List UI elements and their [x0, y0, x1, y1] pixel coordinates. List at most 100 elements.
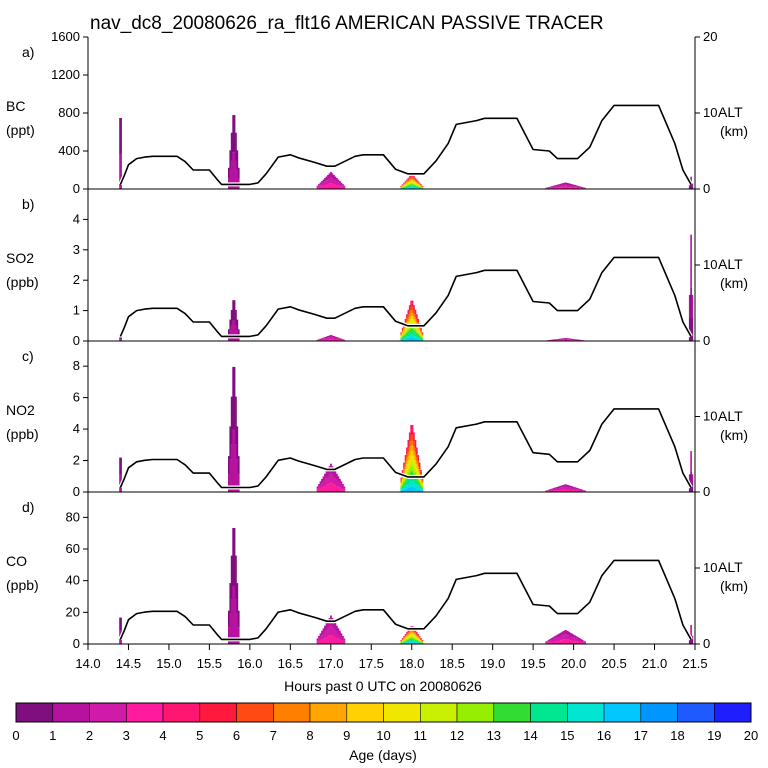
concentration-bar [406, 328, 408, 331]
concentration-bar [417, 183, 420, 185]
concentration-bar [325, 339, 328, 341]
concentration-bar [331, 337, 334, 340]
concentration-bar [334, 338, 337, 340]
concentration-bar [407, 312, 410, 315]
concentration-bar [413, 630, 415, 632]
concentration-bar [418, 183, 421, 184]
concentration-bar [555, 488, 558, 491]
concentration-bar [410, 638, 412, 640]
concentration-bar [564, 639, 566, 644]
concentration-bar [418, 334, 421, 336]
concentration-bar [325, 176, 328, 181]
concentration-bar [333, 636, 335, 644]
concentration-bar [318, 641, 320, 644]
concentration-bar [420, 639, 422, 640]
concentration-bar [407, 317, 410, 320]
concentration-bar [411, 631, 414, 633]
concentration-bar [571, 187, 573, 189]
concentration-bar [404, 637, 407, 639]
concentration-bar [561, 631, 563, 636]
concentration-bar [235, 132, 237, 161]
colorbar-tick-label: 13 [487, 728, 501, 743]
colorbar-swatch [15, 702, 54, 723]
concentration-bar [410, 186, 412, 188]
alt-tick-label: 0 [703, 333, 710, 348]
concentration-bar [411, 634, 414, 636]
concentration-bar [403, 183, 405, 185]
concentration-bar [418, 185, 421, 187]
concentration-bar [418, 464, 421, 468]
concentration-bar [340, 484, 343, 489]
concentration-bar [404, 334, 407, 336]
concentration-bar [414, 480, 417, 484]
concentration-bar [337, 337, 340, 339]
concentration-bar [229, 169, 232, 189]
concentration-bar [408, 313, 411, 317]
concentration-bar [418, 187, 421, 188]
concentration-bar [553, 487, 556, 490]
concentration-bar [561, 339, 563, 341]
colorbar-tick-label: 9 [343, 728, 350, 743]
concentration-bar [413, 185, 415, 187]
concentration-bar [410, 337, 412, 341]
concentration-bar [404, 457, 407, 461]
concentration-bar [343, 187, 346, 189]
concentration-bar [561, 183, 563, 186]
concentration-bar [417, 337, 420, 340]
concentration-bar [410, 486, 412, 492]
concentration-bar [233, 366, 236, 430]
concentration-bar [421, 483, 424, 485]
concentration-bar [404, 184, 407, 185]
concentration-bar [416, 471, 418, 475]
concentration-bar [690, 471, 692, 492]
concentration-bar [404, 477, 407, 481]
concentration-bar [413, 335, 415, 339]
concentration-bar [401, 336, 404, 338]
concentration-bar [316, 490, 319, 492]
concentration-bar [404, 634, 407, 635]
concentration-bar [565, 338, 568, 340]
concentration-bar [407, 634, 410, 636]
concentration-bar [545, 641, 547, 643]
concentration-bar [411, 632, 414, 635]
concentration-bar [574, 487, 576, 489]
concentration-bar [578, 489, 581, 491]
concentration-bar [403, 338, 405, 340]
concentration-bar [403, 183, 405, 184]
concentration-bar [421, 332, 424, 334]
concentration-bar [404, 335, 407, 338]
concentration-bar [421, 643, 424, 644]
concentration-bar [410, 634, 412, 636]
concentration-bar [575, 185, 578, 187]
concentration-bar [417, 638, 420, 640]
concentration-bar [569, 339, 572, 341]
concentration-bar [232, 115, 234, 152]
concentration-bar [404, 186, 407, 188]
concentration-bar [228, 474, 230, 492]
concentration-bar [404, 327, 407, 329]
concentration-bar [413, 450, 415, 456]
concentration-bar [407, 338, 410, 341]
concentration-bar [330, 339, 332, 341]
concentration-bar [418, 183, 421, 185]
concentration-bar [551, 640, 553, 642]
concentration-bar [575, 487, 578, 490]
concentration-bar [321, 635, 323, 640]
concentration-bar [403, 478, 405, 481]
concentration-bar [413, 460, 415, 465]
concentration-bar [407, 480, 410, 484]
concentration-bar [413, 641, 415, 643]
concentration-bar [321, 630, 323, 636]
concentration-bar [420, 187, 422, 189]
concentration-bar [404, 181, 407, 182]
concentration-bar [401, 185, 404, 186]
concentration-bars [119, 234, 694, 342]
concentration-bar [413, 640, 415, 642]
colorbar-swatch [199, 702, 237, 723]
concentration-bar [413, 635, 415, 637]
concentration-bar [230, 444, 233, 492]
concentration-bar [408, 640, 411, 642]
x-tick-label: 16.5 [278, 656, 303, 671]
concentration-bar [549, 187, 552, 189]
concentration-bar [414, 472, 417, 476]
